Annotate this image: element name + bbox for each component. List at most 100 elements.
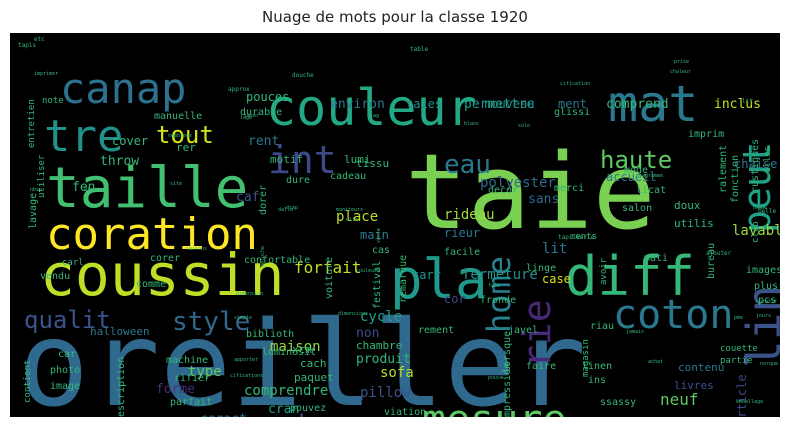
word-loppe: loppe [752, 205, 767, 211]
word-lorsque: lorsque [502, 331, 513, 373]
word-lit: lit [542, 241, 567, 257]
word-licat: licat [636, 185, 666, 196]
word-saisons: saisons [186, 246, 207, 252]
word-rer: rer [176, 141, 196, 154]
word-rustiques: rustiques [750, 139, 761, 193]
word-non: non [356, 326, 379, 341]
word-cor: cor [444, 292, 466, 306]
word-tapis: tapis [18, 42, 36, 49]
word-neuf: neuf [660, 390, 699, 409]
word-fronde: fronde [480, 295, 516, 306]
word-forme: forme [156, 382, 195, 397]
word-coratif: coratif [756, 299, 777, 305]
word-ment: ment [558, 97, 587, 111]
word-haute: haute [600, 146, 672, 174]
word-fonction: fonction [730, 155, 741, 203]
word-tapisserie: tapisserie [558, 234, 595, 241]
word-tre: tre [44, 111, 123, 162]
word-caract: caract [200, 412, 247, 417]
word-comme: comme [136, 279, 166, 290]
word-taie: taie [405, 131, 655, 253]
word-couleurs: couleurs [356, 268, 380, 274]
word-case: case [542, 272, 571, 286]
word-comprendre: comprendre [244, 383, 328, 399]
word-tag: tag [370, 113, 379, 119]
word-cadeau: cadeau [330, 171, 366, 182]
word-sans: sans [528, 192, 559, 207]
word-solo: solo [518, 123, 530, 129]
chart-title: Nuage de mots pour la classe 1920 [262, 8, 528, 26]
word-faire: faire [526, 361, 556, 372]
word-jamais: jamais [626, 329, 644, 335]
word-utilis: utilis [674, 217, 714, 230]
word-description: description [116, 357, 127, 417]
word-nombreux: nombreux [168, 133, 192, 139]
word-eau: eau [444, 150, 491, 180]
word-glissi: glissi [554, 107, 590, 118]
word-viation: viation [384, 407, 426, 417]
word-couette: couette [720, 344, 758, 354]
word-festival: festival [372, 261, 383, 309]
word-pla: pla [390, 248, 488, 311]
word-chambre: chambre [356, 339, 402, 352]
word-imprim: imprim [688, 129, 724, 140]
word-douche: douche [292, 72, 314, 79]
word-home: home [480, 256, 518, 333]
word-face: face [488, 283, 500, 289]
word-sofa: sofa [380, 365, 414, 381]
word-chaleur: chaleur [670, 69, 691, 75]
word-linge: linge [526, 263, 556, 274]
word-caf: caf [236, 190, 259, 205]
word-blend: blend [84, 187, 99, 193]
word-elles: elles [763, 146, 773, 173]
word-coussin: coussin [40, 241, 284, 309]
word-dimension: dimension [236, 291, 263, 297]
word-riau: riau [590, 321, 614, 332]
word-main: main [360, 228, 389, 242]
word-approx: approx [228, 86, 250, 93]
word-housse: housse [298, 410, 392, 417]
word-dorer: dorer [258, 185, 269, 215]
word-contient: contient [23, 360, 33, 403]
word-cycle: cycle [360, 309, 402, 325]
word-voiture: voiture [324, 257, 335, 299]
word-lavage: lavage [28, 193, 39, 229]
word-note: note [42, 96, 64, 106]
word-images: images [746, 265, 780, 276]
word-raison: raison [602, 412, 703, 417]
word-group: oreillertaiecoussincouleurtaillematdiffp… [18, 36, 780, 417]
word-table: table [410, 46, 428, 53]
word-elle: elle [346, 217, 358, 223]
word-blanc: blanc [464, 121, 479, 127]
word-partie: partie [720, 356, 753, 366]
word-entretien: entretien [27, 99, 37, 148]
word-chaise: chaise [734, 157, 777, 171]
word-maison: maison [270, 339, 321, 355]
word-facile: facile [444, 247, 480, 258]
word-place: place [336, 209, 378, 225]
word-rifier: rifier [174, 373, 210, 384]
word-club: club [751, 221, 761, 243]
word-rieur: rieur [444, 226, 480, 240]
word-nbsp: nbsp [30, 187, 42, 193]
word-tissu: tissu [356, 157, 389, 170]
word-dimensions: dimensions [338, 311, 368, 317]
word-durable: durable [240, 107, 282, 118]
word-salon: salon [622, 203, 652, 214]
word-rie: rie [515, 299, 559, 368]
word-parfait: parfait [170, 397, 212, 408]
word-moniteurs: moniteurs [336, 207, 363, 213]
word-dalle: dalle [278, 207, 293, 213]
word-mati: mati [644, 253, 668, 264]
word-lin: lin [737, 285, 780, 368]
word-canap: canap [60, 64, 186, 113]
word-vendu: vendu [40, 271, 70, 282]
word-carr: carr [412, 268, 441, 282]
word-qualit: qualit [24, 306, 111, 334]
word-javel: javel [508, 325, 538, 336]
word-rent: rent [248, 134, 279, 149]
word-pouces: pouces [246, 90, 289, 104]
word-inclus: inclus [714, 97, 761, 112]
word-etc: etc [34, 36, 45, 43]
word-int: int [268, 138, 337, 182]
